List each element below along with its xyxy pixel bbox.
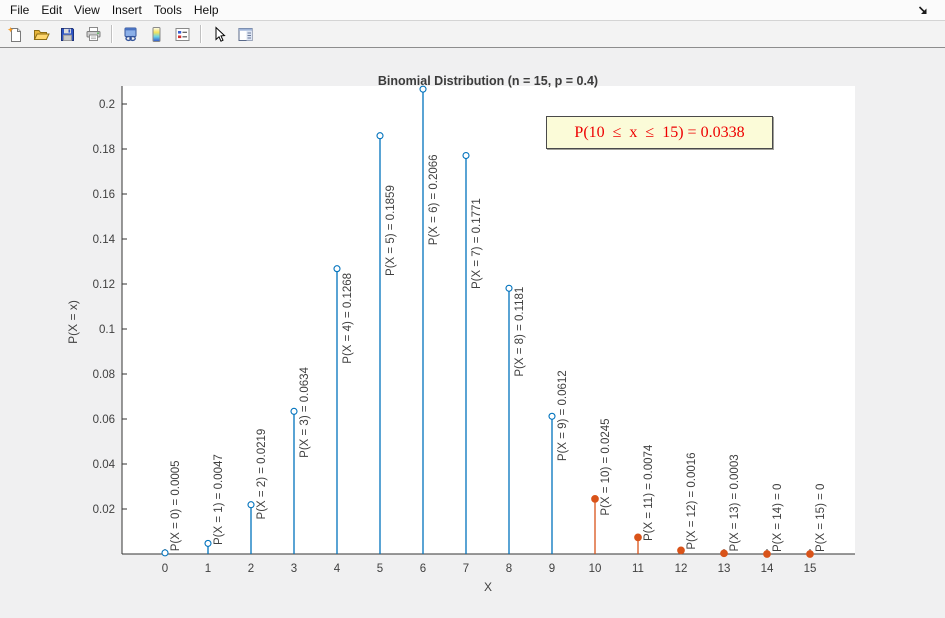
- open-folder-icon: [33, 29, 50, 40]
- menu-view[interactable]: View: [74, 3, 100, 17]
- stem-point-label: P(X = 3) = 0.0634: [299, 366, 311, 457]
- stem-marker: [505, 284, 513, 292]
- property-inspector-button[interactable]: [233, 23, 257, 45]
- stem-marker: [247, 501, 255, 509]
- x-tick-label: 7: [463, 563, 469, 575]
- menu-insert[interactable]: Insert: [111, 3, 142, 17]
- y-tick-label: 0.04: [93, 459, 116, 471]
- y-tick-label: 0.2: [99, 99, 115, 111]
- x-tick-label: 4: [334, 563, 341, 575]
- stem-marker: [204, 539, 212, 547]
- open-file-button[interactable]: [29, 23, 53, 45]
- x-tick-label: 3: [291, 563, 297, 575]
- panel-icon: [238, 27, 252, 41]
- x-tick-label: 15: [804, 563, 817, 575]
- x-tick-label: 13: [718, 563, 731, 575]
- stem-marker: [548, 412, 556, 420]
- stem-point-label: P(X = 12) = 0.0016: [686, 452, 698, 549]
- stem-marker: [333, 265, 341, 273]
- menu-edit[interactable]: Edit: [41, 3, 63, 17]
- figure-canvas: 0.02 0.04 0.06 0.08 0.1 0.12 0.14 0.16 0.18 0.2 0 1…: [0, 48, 945, 618]
- stem-marker: [806, 550, 814, 558]
- dock-figure-icon: [918, 5, 926, 14]
- legend-icon: [175, 27, 189, 41]
- new-document-icon: [7, 26, 21, 42]
- stem-marker: [462, 151, 470, 160]
- x-tick-label: 9: [549, 563, 555, 575]
- y-tick-label: 0.18: [93, 144, 115, 156]
- insert-legend-button[interactable]: [170, 23, 194, 45]
- y-tick-label: 0.06: [93, 414, 115, 426]
- annotation-box: P(10 ≤ x ≤ 15) = 0.0338: [546, 116, 773, 149]
- edit-plot-button[interactable]: [207, 23, 231, 45]
- stem-point-label: P(X = 15) = 0: [815, 484, 827, 552]
- y-tick-label: 0.14: [93, 234, 116, 246]
- stem-point-label: P(X = 7) = 0.1771: [471, 198, 483, 289]
- stem-marker: [763, 550, 771, 558]
- menu-help[interactable]: Help: [193, 3, 219, 17]
- x-tick-label: 12: [675, 563, 688, 575]
- stem-marker: [161, 549, 169, 557]
- y-tick-label: 0.16: [93, 189, 115, 201]
- stem-marker: [634, 533, 642, 542]
- x-axis-label: X: [484, 580, 492, 594]
- menu-file[interactable]: File: [10, 3, 30, 17]
- x-tick-label: 11: [632, 563, 644, 575]
- menu-tools[interactable]: Tools: [153, 3, 182, 17]
- stem-point-label: P(X = 14) = 0: [772, 484, 784, 552]
- stem-point-label: P(X = 4) = 0.1268: [342, 273, 354, 364]
- y-tick-label: 0.08: [93, 369, 115, 381]
- colorbar-icon: [152, 26, 160, 42]
- stem-point-label: P(X = 9) = 0.0612: [557, 370, 569, 461]
- new-figure-button[interactable]: [3, 23, 27, 45]
- x-tick-label: 10: [589, 563, 602, 575]
- stem-point-label: P(X = 5) = 0.1859: [385, 185, 397, 276]
- stem-marker: [376, 132, 384, 140]
- stem-marker: [720, 549, 728, 558]
- insert-colorbar-button[interactable]: [144, 23, 168, 45]
- toolbar-separator: [200, 25, 201, 43]
- toolbar: [0, 21, 945, 48]
- stem-marker: [419, 85, 427, 93]
- stem-point-label: P(X = 10) = 0.0245: [600, 418, 612, 515]
- x-tick-label: 14: [761, 563, 774, 575]
- x-tick-label: 0: [162, 563, 168, 575]
- save-icon: [60, 27, 74, 41]
- stem-point-label: P(X = 6) = 0.2066: [428, 154, 440, 245]
- linked-windows-icon: [124, 27, 136, 41]
- dock-figure-button[interactable]: [915, 2, 931, 18]
- stem-marker: [677, 546, 685, 555]
- x-tick-label: 5: [377, 563, 383, 575]
- stem-point-label: P(X = 2) = 0.0219: [256, 429, 268, 520]
- chart-title: Binomial Distribution (n = 15, p = 0.4): [378, 74, 598, 88]
- stem-marker: [290, 407, 298, 415]
- toolbar-separator: [111, 25, 112, 43]
- y-tick-label: 0.1: [99, 324, 115, 336]
- print-icon: [86, 26, 100, 41]
- x-tick-label: 6: [420, 563, 426, 575]
- stem-point-label: P(X = 13) = 0.0003: [729, 454, 741, 551]
- x-tick-label: 1: [205, 563, 211, 575]
- stem-point-label: P(X = 8) = 0.1181: [514, 287, 526, 377]
- link-windows-button[interactable]: [118, 23, 142, 45]
- stem-point-label: P(X = 1) = 0.0047: [213, 454, 225, 545]
- x-tick-label: 2: [248, 563, 254, 575]
- stem-plot: 0.02 0.04 0.06 0.08 0.1 0.12 0.14 0.16 0.18 0.2 0 1…: [66, 74, 855, 594]
- x-tick-label: 8: [506, 563, 512, 575]
- stem-point-label: P(X = 11) = 0.0074: [643, 444, 655, 541]
- y-tick-label: 0.12: [93, 279, 115, 291]
- annotation-text: P(10 ≤ x ≤ 15) = 0.0338: [574, 123, 745, 141]
- y-axis-label: P(X = x): [66, 300, 80, 344]
- stem-point-label: P(X = 0) = 0.0005: [170, 460, 182, 551]
- stem-marker: [591, 495, 599, 503]
- menu-bar: File Edit View Insert Tools Help: [0, 0, 945, 21]
- plot-background: [122, 86, 855, 554]
- pointer-icon: [215, 25, 226, 42]
- y-tick-label: 0.02: [93, 504, 115, 516]
- save-figure-button[interactable]: [55, 23, 79, 45]
- print-figure-button[interactable]: [81, 23, 105, 45]
